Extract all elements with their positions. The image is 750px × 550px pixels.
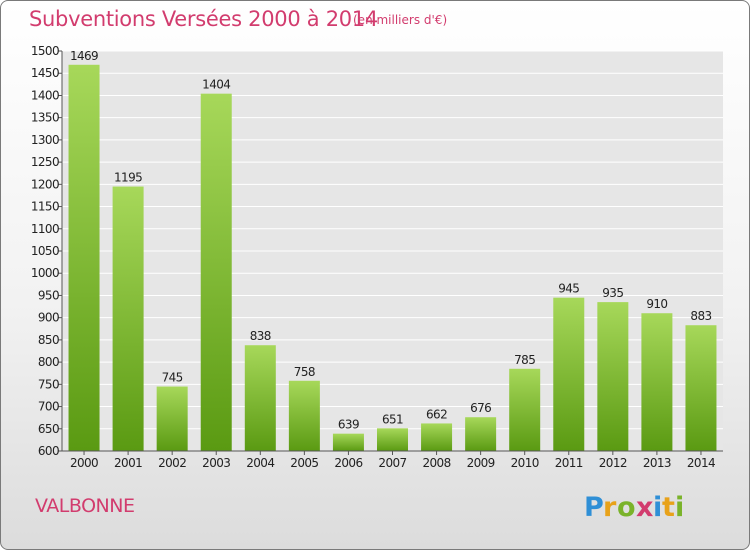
x-tick-label: 2012 (599, 456, 627, 470)
bar-2013 (641, 313, 673, 451)
x-tick-label: 2009 (467, 456, 495, 470)
bar-2000 (68, 64, 100, 452)
data-label: 910 (646, 297, 667, 311)
chart-title: Subventions Versées 2000 à 2014 (29, 7, 378, 31)
bar-2004 (244, 345, 276, 451)
data-label: 935 (602, 286, 623, 300)
data-label: 676 (470, 401, 491, 415)
data-label: 1195 (114, 171, 142, 185)
y-tick-label: 1450 (31, 66, 59, 80)
data-label: 945 (558, 282, 579, 296)
x-tick-label: 2008 (422, 456, 450, 470)
y-tick-label: 900 (38, 311, 59, 325)
x-tick-label: 2003 (202, 456, 230, 470)
x-tick-label: 2011 (555, 456, 583, 470)
y-tick-label: 1050 (31, 244, 59, 258)
x-tick-label: 2013 (643, 456, 671, 470)
bar-2003 (200, 93, 232, 452)
bar-2010 (509, 368, 541, 451)
y-tick-label: 650 (38, 422, 59, 436)
y-tick-label: 1300 (31, 133, 59, 147)
bar-2007 (377, 428, 408, 451)
svg-text:P: P (584, 492, 604, 523)
svg-text:t: t (662, 492, 675, 523)
svg-text:i: i (653, 492, 662, 523)
town-name: VALBONNE (35, 495, 135, 517)
svg-text:i: i (675, 492, 684, 523)
data-label: 745 (162, 371, 183, 385)
bar-2012 (597, 302, 629, 451)
data-label: 662 (426, 407, 447, 421)
y-tick-label: 950 (38, 288, 59, 302)
x-tick-label: 2006 (334, 456, 362, 470)
data-label: 1469 (70, 49, 98, 63)
x-tick-label: 2014 (687, 456, 715, 470)
data-label: 651 (382, 412, 403, 426)
bar-2005 (288, 380, 320, 451)
y-tick-label: 1400 (31, 88, 59, 102)
data-label: 758 (294, 365, 315, 379)
y-tick-label: 850 (38, 333, 59, 347)
y-tick-label: 1150 (31, 200, 59, 214)
y-tick-label: 600 (38, 444, 59, 458)
bar-2008 (421, 423, 453, 451)
svg-text:x: x (636, 492, 653, 523)
y-tick-label: 1250 (31, 155, 59, 169)
bar-2014 (685, 325, 717, 451)
y-tick-label: 1100 (31, 222, 59, 236)
data-labels: 1469 1195 745 1404 838 758 639 651 662 676 785 945 9… (70, 49, 712, 432)
data-label: 838 (250, 329, 271, 343)
x-tick-label: 2005 (290, 456, 318, 470)
svg-text:r: r (603, 492, 617, 523)
svg-text:o: o (617, 492, 636, 523)
data-label: 883 (690, 309, 711, 323)
bars (68, 64, 717, 452)
x-axis: 2000 2001 2002 2003 2004 2005 2006 2007 2008 2009… (62, 450, 723, 470)
bar-2011 (553, 297, 585, 451)
x-tick-label: 2002 (158, 456, 186, 470)
x-tick-label: 2000 (70, 456, 98, 470)
x-tick-label: 2001 (114, 456, 142, 470)
bar-2001 (112, 186, 144, 452)
x-tick-label: 2004 (246, 456, 274, 470)
data-label: 639 (338, 418, 359, 432)
y-tick-label: 800 (38, 355, 59, 369)
y-tick-label: 1200 (31, 177, 59, 191)
y-axis: 600 650 700 750 800 850 900 950 1000 1050 1100 1150… (31, 44, 63, 458)
y-tick-label: 700 (38, 400, 59, 414)
data-label: 785 (514, 353, 535, 367)
y-tick-label: 1500 (31, 44, 59, 58)
data-label: 1404 (202, 78, 230, 92)
y-tick-label: 750 (38, 377, 59, 391)
bar-2009 (465, 417, 497, 451)
y-tick-label: 1000 (31, 266, 59, 280)
bar-2006 (332, 433, 364, 451)
chart-subtitle: (en milliers d'€) (353, 13, 448, 27)
proxiti-logo: P r o x i t i (584, 492, 684, 523)
x-tick-label: 2010 (511, 456, 539, 470)
x-tick-label: 2007 (378, 456, 406, 470)
y-tick-label: 1350 (31, 111, 59, 125)
bar-2002 (156, 386, 188, 451)
